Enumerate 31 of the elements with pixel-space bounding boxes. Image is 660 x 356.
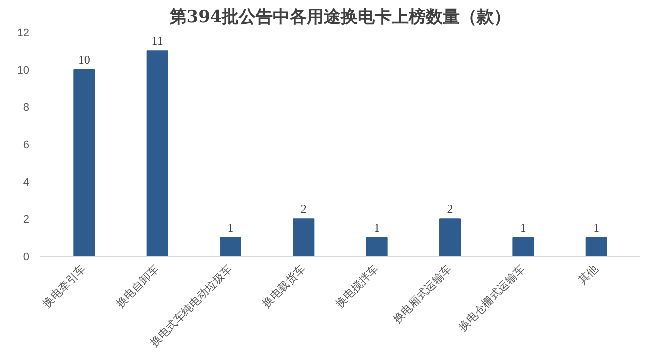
x-tick-label: 换电厢式运输车 [390,262,454,326]
x-tick-label: 其他 [576,262,601,288]
y-tick-label: 12 [17,28,30,40]
data-label: 11 [152,34,164,48]
x-tick-label: 换电自卸车 [114,262,162,311]
data-label: 1 [594,220,600,235]
x-tick-label: 换电仓栅式运输车 [456,262,528,334]
y-tick-label: 8 [23,102,30,114]
bar [586,237,608,256]
data-label: 2 [447,202,454,216]
y-tick-label: 10 [17,64,30,77]
x-tick-label: 换电载货车 [260,262,308,311]
data-label: 2 [300,202,307,216]
data-label: 1 [374,220,380,235]
y-tick-label: 0 [23,252,30,264]
bar [74,69,96,256]
data-label: 10 [78,52,90,67]
bar [293,218,315,256]
data-label: 1 [228,220,234,235]
bar [146,50,168,256]
x-tick-label: 换电搅拌车 [333,262,382,311]
bar [220,237,242,256]
bar [366,237,388,256]
bar [440,218,461,256]
y-tick-label: 2 [23,214,30,226]
y-tick-label: 4 [23,176,30,189]
bar [512,237,534,256]
x-tick-label: 换电牵引车 [40,262,89,311]
y-tick-label: 6 [23,140,30,152]
chart-title: 第394批公告中各用途换电卡上榜数量（款） [168,8,512,28]
data-label: 1 [520,220,526,235]
